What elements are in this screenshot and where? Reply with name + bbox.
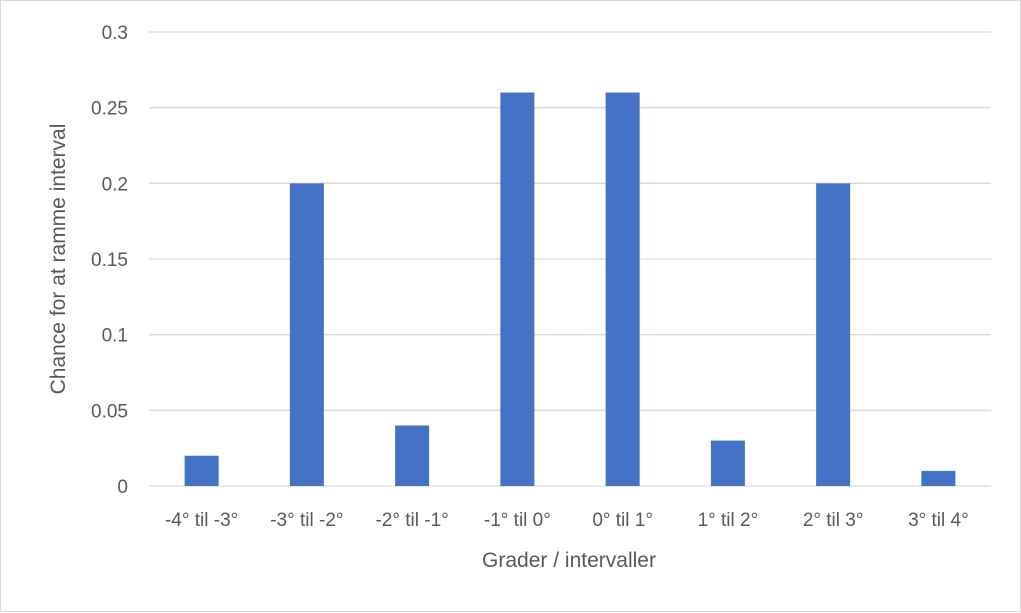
x-tick-label: -2° til -1° [375,510,448,531]
bar [184,455,219,486]
x-tick-label: -1° til 0° [484,510,551,531]
bar [921,470,956,486]
bar [816,183,851,487]
bar [500,92,535,487]
bar [605,92,640,487]
gridlines [149,31,991,487]
bar [710,440,745,486]
y-tick-label: 0.25 [91,99,128,120]
y-tick-label: 0.2 [102,174,128,195]
y-axis-title: Chance for at ramme interval [47,124,70,395]
x-tick-label: 0° til 1° [592,510,653,531]
x-tick-label: 2° til 3° [803,510,864,531]
y-axis-tick-labels: 0 0.05 0.1 0.15 0.2 0.25 0.3 [91,23,128,498]
y-tick-label: 0 [117,477,128,498]
y-tick-label: 0.1 [102,326,128,347]
x-tick-label: 1° til 2° [698,510,759,531]
x-tick-label: -3° til -2° [270,510,343,531]
y-tick-label: 0.3 [102,23,128,44]
x-tick-label: 3° til 4° [908,510,969,531]
bars [184,92,956,487]
y-tick-label: 0.15 [91,250,128,271]
bar [395,425,430,486]
x-tick-label: -4° til -3° [165,510,238,531]
y-tick-label: 0.05 [91,401,128,422]
x-axis-title: Grader / intervaller [482,549,656,572]
x-axis-tick-labels: -4° til -3° -3° til -2° -2° til -1° -1° til… [165,510,969,531]
bar [289,183,324,487]
